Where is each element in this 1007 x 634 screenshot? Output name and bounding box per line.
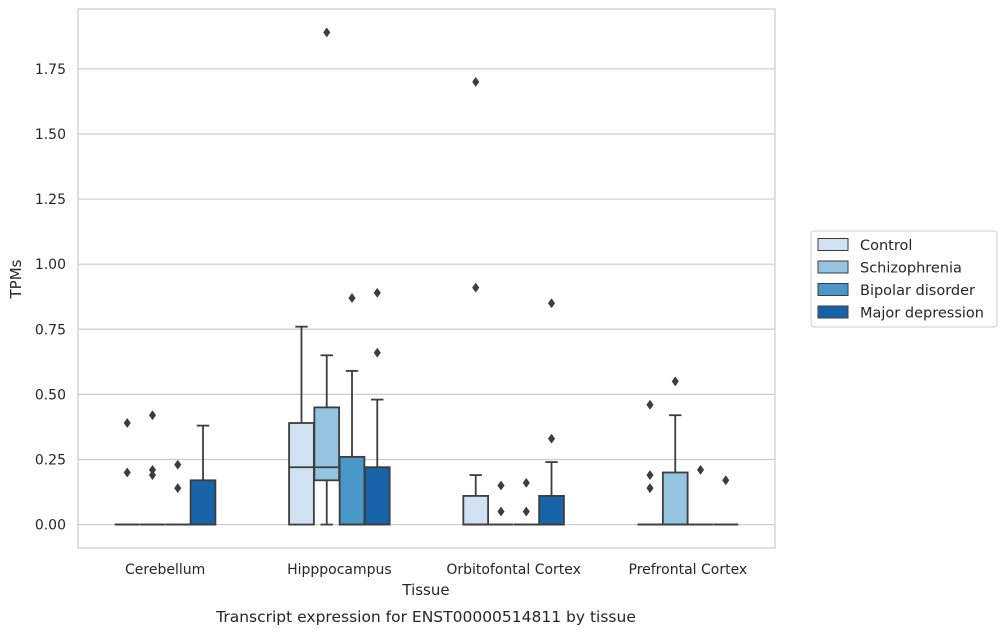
- box-element: [114, 417, 140, 526]
- box-element: [288, 325, 315, 526]
- outlier-point: [123, 467, 131, 478]
- outlier-point: [522, 506, 530, 517]
- outlier-point: [696, 464, 705, 475]
- outlier-point: [472, 282, 480, 293]
- y-axis-ticks: 0.00 0.25 0.50 0.75 1.00 1.25 1.50 1.75: [35, 62, 66, 534]
- y-tick-label: 1.00: [35, 257, 66, 273]
- box-element: [637, 399, 663, 526]
- outlier-point: [348, 293, 356, 304]
- x-axis-label: Tissue: [401, 581, 449, 599]
- legend-label: Control: [860, 238, 912, 254]
- y-tick-label: 0.25: [35, 452, 66, 468]
- legend-swatch: [817, 283, 849, 296]
- box-rect: [363, 466, 391, 526]
- box-element: [688, 464, 713, 526]
- outlier-point: [547, 298, 556, 309]
- legend-swatch: [817, 305, 849, 319]
- chart-caption: Transcript expression for ENST0000051481…: [215, 608, 636, 626]
- box-element: [462, 76, 490, 526]
- legend-swatch: [817, 260, 849, 274]
- x-axis-ticks: Cerebellum Hipppocampus Orbitofontal Corte…: [125, 562, 747, 578]
- x-tick-label: Hipppocampus: [287, 562, 392, 578]
- legend-swatch: [817, 238, 849, 251]
- y-tick-label: 1.25: [35, 192, 66, 208]
- legend-items: Control Schizophrenia Bipolar disorder Majo…: [817, 238, 984, 322]
- y-axis-label: TPMs: [7, 259, 25, 299]
- y-tick-label: 0.50: [35, 387, 66, 403]
- box-rect: [538, 495, 565, 526]
- x-tick-label: Orbitofontal Cortex: [446, 562, 581, 578]
- outlier-point: [148, 470, 157, 481]
- x-tick-label: Cerebellum: [125, 562, 205, 578]
- box-element: [338, 293, 366, 526]
- legend-label: Major depression: [860, 306, 984, 322]
- box-series: [114, 27, 739, 526]
- outlier-point: [174, 483, 182, 494]
- y-tick-label: 0.75: [35, 322, 66, 338]
- outlier-point: [522, 477, 530, 488]
- box-rect: [189, 479, 217, 526]
- y-tick-label: 1.75: [35, 62, 66, 78]
- box-rect: [288, 422, 315, 526]
- box-element: [713, 475, 739, 526]
- outlier-point: [148, 410, 157, 421]
- legend-label: Bipolar disorder: [860, 283, 975, 299]
- outlier-point: [547, 433, 556, 444]
- plot-area: [77, 8, 776, 549]
- x-tick-label: Prefrontal Cortex: [629, 562, 748, 578]
- outlier-point: [323, 27, 331, 38]
- box-rect: [661, 471, 689, 526]
- outlier-point: [646, 483, 654, 494]
- box-rect: [313, 406, 341, 482]
- outlier-point: [497, 506, 505, 517]
- box-rect: [338, 455, 366, 526]
- box-element: [363, 287, 391, 526]
- outlier-point: [373, 287, 381, 298]
- box-element: [538, 298, 565, 526]
- box-element: [165, 459, 191, 526]
- series-group: [140, 27, 689, 526]
- gridlines: [78, 68, 775, 526]
- outlier-point: [373, 347, 381, 358]
- box-element: [189, 424, 217, 526]
- series-group: [189, 287, 739, 526]
- box-element: [513, 477, 539, 526]
- box-element: [313, 27, 341, 526]
- legend-frame: [810, 230, 998, 328]
- box-rect: [462, 495, 490, 526]
- box-element: [488, 480, 514, 526]
- y-tick-label: 0.00: [35, 518, 66, 534]
- box-element: [661, 376, 689, 526]
- outlier-point: [472, 76, 480, 87]
- legend: Control Schizophrenia Bipolar disorder Majo…: [810, 230, 998, 328]
- series-group: [165, 293, 713, 526]
- outlier-point: [174, 459, 182, 470]
- outlier-point: [646, 399, 654, 410]
- series-group: [114, 76, 663, 526]
- outlier-point: [722, 475, 730, 486]
- box-element: [140, 410, 165, 526]
- outlier-point: [671, 376, 679, 387]
- outlier-point: [123, 417, 131, 429]
- outlier-point: [646, 470, 654, 481]
- y-tick-label: 1.50: [35, 127, 66, 143]
- outlier-point: [497, 480, 505, 491]
- legend-label: Schizophrenia: [860, 261, 962, 277]
